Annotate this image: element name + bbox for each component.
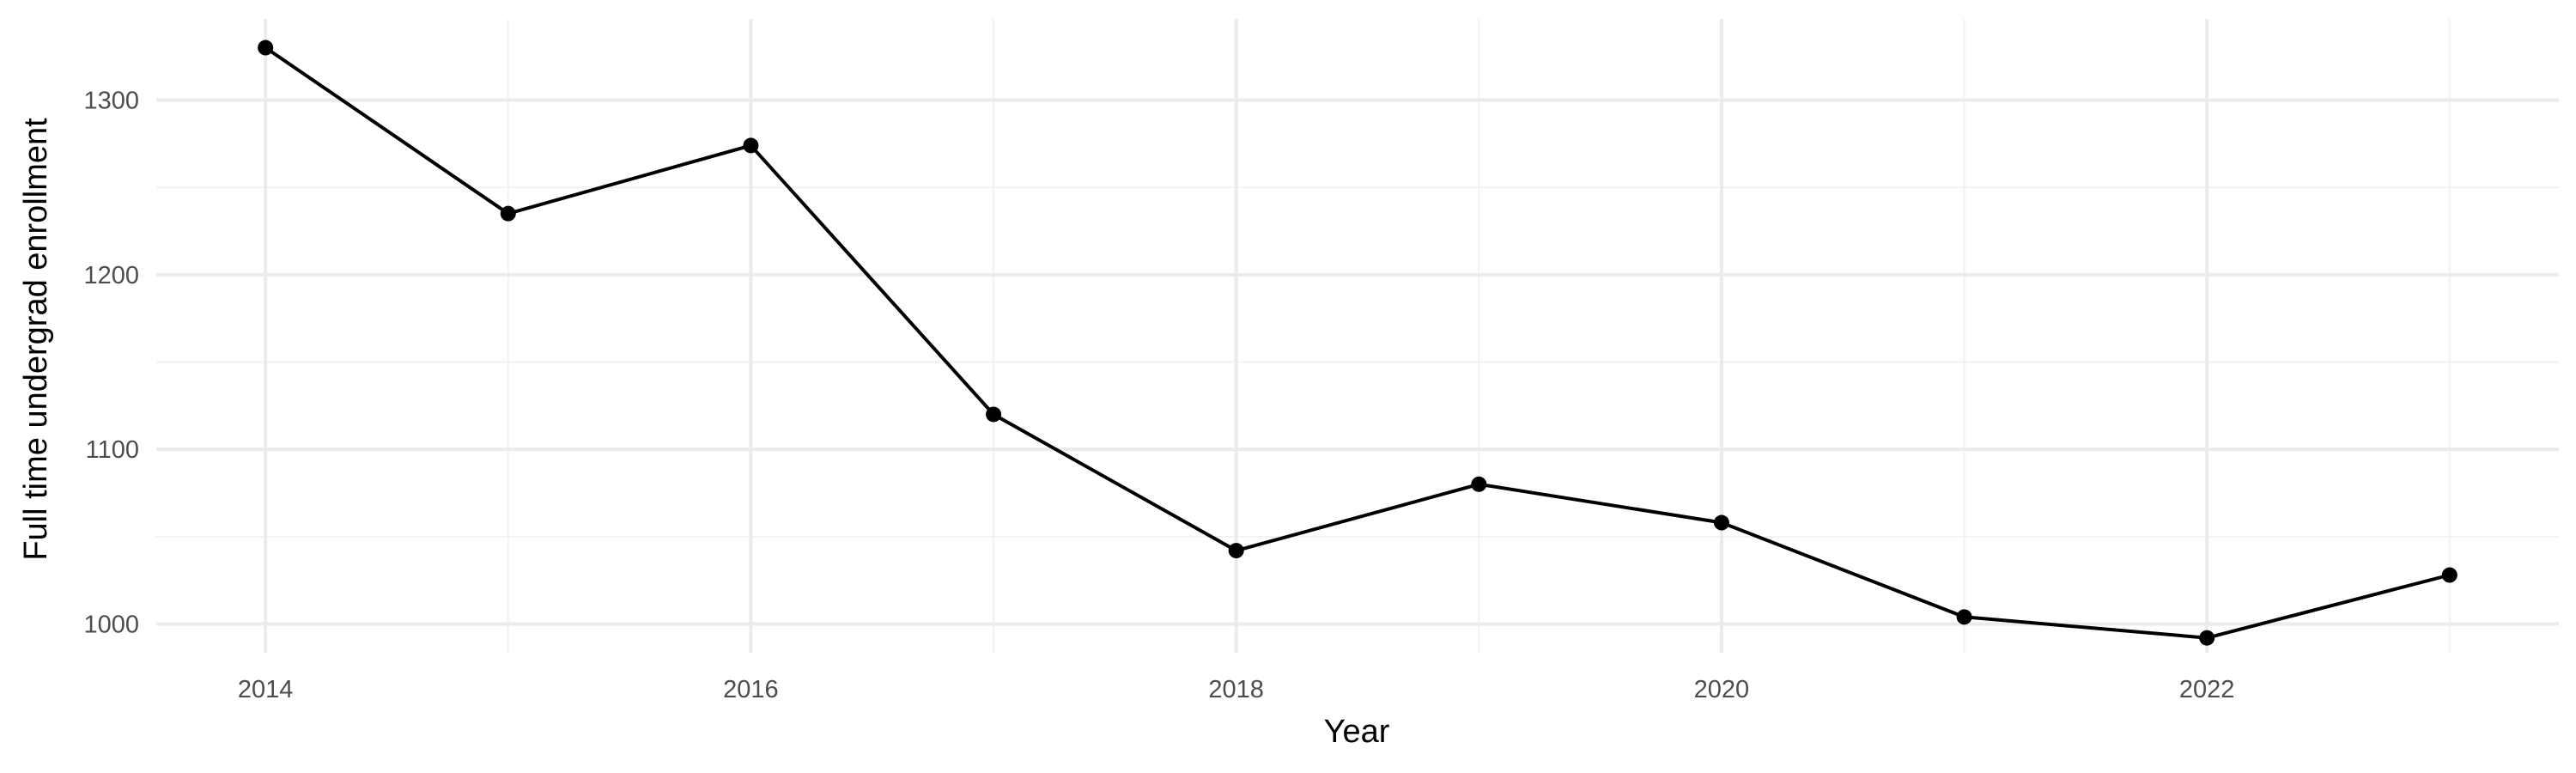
data-point [1956, 609, 1972, 625]
y-tick-label: 1300 [83, 88, 139, 115]
series-line [264, 46, 2451, 640]
data-point [1713, 514, 1729, 531]
x-tick-label: 2018 [1208, 676, 1264, 703]
data-point [2441, 567, 2458, 583]
data-point [2199, 630, 2215, 646]
y-axis-title: Full time undergrad enrollment [18, 118, 54, 561]
data-point [986, 406, 1002, 423]
x-tick-label: 2020 [1694, 676, 1750, 703]
data-point [1228, 543, 1244, 559]
x-axis-title: Year [1324, 714, 1390, 750]
y-axis-tick-labels: 1000 1100 1200 1300 [83, 88, 139, 639]
minor-gridlines [156, 19, 2559, 653]
series-group [258, 40, 2458, 646]
data-point [500, 205, 516, 222]
major-gridlines [156, 19, 2559, 653]
data-point [258, 40, 274, 56]
x-tick-label: 2014 [238, 676, 294, 703]
data-point [743, 137, 759, 154]
y-tick-label: 1200 [83, 262, 139, 289]
y-tick-label: 1000 [83, 611, 139, 638]
data-point [1471, 476, 1487, 492]
x-axis-tick-labels: 2014 2016 2018 2020 2022 [238, 676, 2235, 703]
x-tick-label: 2016 [723, 676, 779, 703]
x-tick-label: 2022 [2179, 676, 2235, 703]
y-tick-label: 1100 [86, 436, 139, 464]
